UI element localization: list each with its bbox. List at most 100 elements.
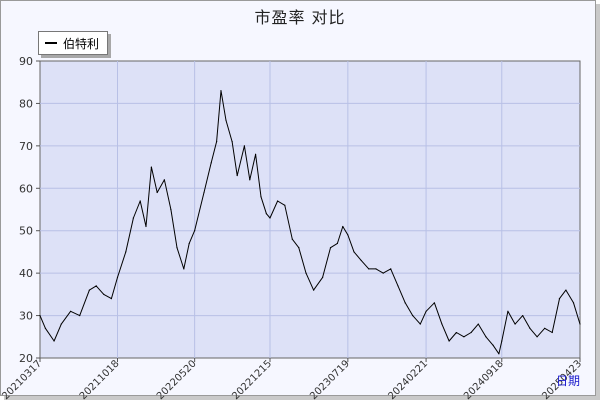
data-point xyxy=(276,200,279,202)
data-point xyxy=(347,234,349,236)
data-point xyxy=(360,259,362,262)
data-point xyxy=(216,141,218,143)
data-point xyxy=(544,327,546,329)
data-point xyxy=(501,340,503,342)
legend-swatch xyxy=(45,42,57,44)
plot-background xyxy=(39,60,581,359)
data-point xyxy=(203,191,205,194)
y-tick-label: 90 xyxy=(19,55,33,68)
y-tick-label: 40 xyxy=(19,267,33,280)
data-point xyxy=(419,323,421,325)
data-point xyxy=(231,141,233,143)
data-point xyxy=(477,323,479,325)
data-point xyxy=(572,302,575,304)
data-point xyxy=(498,353,500,355)
data-point xyxy=(150,166,152,168)
data-point xyxy=(305,272,307,274)
data-point xyxy=(156,191,158,194)
x-tick-label: 20211018 xyxy=(78,358,122,400)
series-layer xyxy=(39,90,581,355)
data-point xyxy=(260,196,262,198)
data-point xyxy=(60,323,62,325)
data-point xyxy=(514,323,516,325)
data-point xyxy=(397,285,399,287)
data-point xyxy=(448,340,450,342)
data-point xyxy=(125,251,127,253)
data-point xyxy=(390,268,392,270)
y-tick-label: 80 xyxy=(19,97,33,110)
x-tick-label: 20230719 xyxy=(308,358,352,400)
data-point xyxy=(507,310,509,312)
data-point xyxy=(492,344,494,346)
data-point xyxy=(163,179,165,181)
x-tick-label: 20221215 xyxy=(230,358,274,400)
data-point xyxy=(455,331,457,334)
y-tick-label: 20 xyxy=(19,352,33,365)
y-tick-label: 70 xyxy=(19,140,33,153)
y-tick-label: 60 xyxy=(19,182,33,195)
data-point xyxy=(176,247,178,249)
data-point xyxy=(220,90,222,92)
chart-title: 市盈率 对比 xyxy=(254,8,346,27)
legend: 伯特利 xyxy=(38,31,109,55)
x-axis-label: 日期 xyxy=(556,374,581,388)
series-line-伯特利 xyxy=(39,90,581,355)
data-point xyxy=(88,289,90,291)
data-point xyxy=(368,268,370,270)
data-point xyxy=(183,268,185,270)
data-point xyxy=(243,145,245,147)
data-point xyxy=(139,200,141,202)
data-point xyxy=(70,310,72,312)
data-point xyxy=(298,247,300,249)
data-point xyxy=(375,268,377,270)
data-point xyxy=(441,323,443,325)
y-axis: 20 30 40 50 60 70 80 90 xyxy=(19,55,40,365)
data-point xyxy=(342,225,344,228)
x-axis: 20210317 20211018 20220520 20221215 20230719… xyxy=(0,358,584,400)
data-point xyxy=(170,208,172,211)
data-point xyxy=(44,327,47,329)
data-point xyxy=(145,225,147,228)
data-point xyxy=(336,242,338,245)
data-point xyxy=(291,238,293,240)
data-point xyxy=(269,217,271,219)
plot-area xyxy=(39,60,581,359)
data-point xyxy=(425,310,427,312)
x-tick-label: 20220520 xyxy=(155,358,199,400)
x-tick-label: 20240918 xyxy=(462,358,506,400)
data-point xyxy=(225,119,227,121)
data-point xyxy=(95,285,97,287)
y-tick-label: 50 xyxy=(19,225,33,238)
data-point xyxy=(382,272,384,274)
y-tick-label: 30 xyxy=(19,310,33,323)
data-point xyxy=(116,276,119,278)
data-point xyxy=(53,340,55,342)
data-point xyxy=(236,174,238,177)
data-point xyxy=(265,213,267,215)
data-point xyxy=(322,276,324,278)
data-point xyxy=(110,298,112,300)
data-point xyxy=(485,336,487,338)
data-point xyxy=(194,230,196,232)
data-point xyxy=(103,293,105,295)
data-point xyxy=(210,162,212,164)
data-point xyxy=(536,336,538,338)
data-point xyxy=(404,302,406,304)
data-point xyxy=(353,251,355,253)
data-point xyxy=(412,314,414,317)
data-point xyxy=(132,217,134,219)
data-point xyxy=(433,302,435,304)
legend-label: 伯特利 xyxy=(63,36,100,51)
data-point xyxy=(39,314,41,317)
data-point xyxy=(565,289,567,291)
data-point xyxy=(313,289,315,291)
x-tick-label: 20240221 xyxy=(386,358,430,400)
data-point xyxy=(463,336,465,338)
data-point xyxy=(579,323,581,325)
data-point xyxy=(529,327,531,329)
data-point xyxy=(329,247,332,249)
data-point xyxy=(284,204,286,206)
data-point xyxy=(558,298,561,300)
data-point xyxy=(79,314,81,317)
